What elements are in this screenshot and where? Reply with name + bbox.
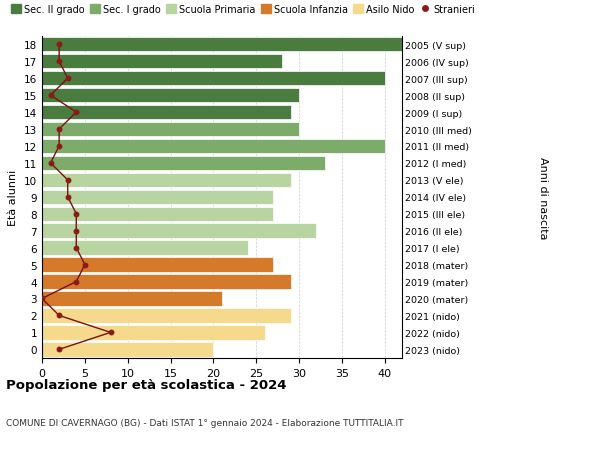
Point <box>55 58 64 66</box>
Bar <box>42 190 274 205</box>
Point <box>71 211 81 218</box>
Text: COMUNE DI CAVERNAGO (BG) - Dati ISTAT 1° gennaio 2024 - Elaborazione TUTTITALIA.: COMUNE DI CAVERNAGO (BG) - Dati ISTAT 1°… <box>6 418 404 427</box>
Point <box>63 194 73 201</box>
Point <box>71 228 81 235</box>
Bar <box>42 173 290 188</box>
Point <box>63 75 73 83</box>
Legend: Sec. II grado, Sec. I grado, Scuola Primaria, Scuola Infanzia, Asilo Nido, Stran: Sec. II grado, Sec. I grado, Scuola Prim… <box>11 5 475 15</box>
Bar <box>42 291 222 306</box>
Point <box>55 143 64 150</box>
Point <box>80 261 89 269</box>
Bar <box>42 342 214 357</box>
Point <box>46 92 55 100</box>
Point <box>71 109 81 117</box>
Bar <box>42 38 402 52</box>
Point <box>55 41 64 49</box>
Point <box>55 346 64 353</box>
Point <box>46 160 55 167</box>
Bar <box>42 258 274 272</box>
Bar <box>42 55 282 69</box>
Bar <box>42 89 299 103</box>
Point <box>71 245 81 252</box>
Text: Popolazione per età scolastica - 2024: Popolazione per età scolastica - 2024 <box>6 379 287 392</box>
Bar <box>42 325 265 340</box>
Bar <box>42 106 290 120</box>
Point <box>71 278 81 285</box>
Y-axis label: Anni di nascita: Anni di nascita <box>538 156 548 239</box>
Bar <box>42 72 385 86</box>
Bar <box>42 275 290 289</box>
Bar <box>42 241 248 255</box>
Bar <box>42 308 290 323</box>
Bar <box>42 224 316 238</box>
Bar <box>42 123 299 137</box>
Y-axis label: Età alunni: Età alunni <box>8 169 19 225</box>
Point <box>55 312 64 319</box>
Point <box>63 177 73 184</box>
Bar <box>42 157 325 171</box>
Bar <box>42 140 385 154</box>
Point <box>106 329 115 336</box>
Point <box>37 295 47 302</box>
Point <box>55 126 64 134</box>
Bar <box>42 207 274 221</box>
